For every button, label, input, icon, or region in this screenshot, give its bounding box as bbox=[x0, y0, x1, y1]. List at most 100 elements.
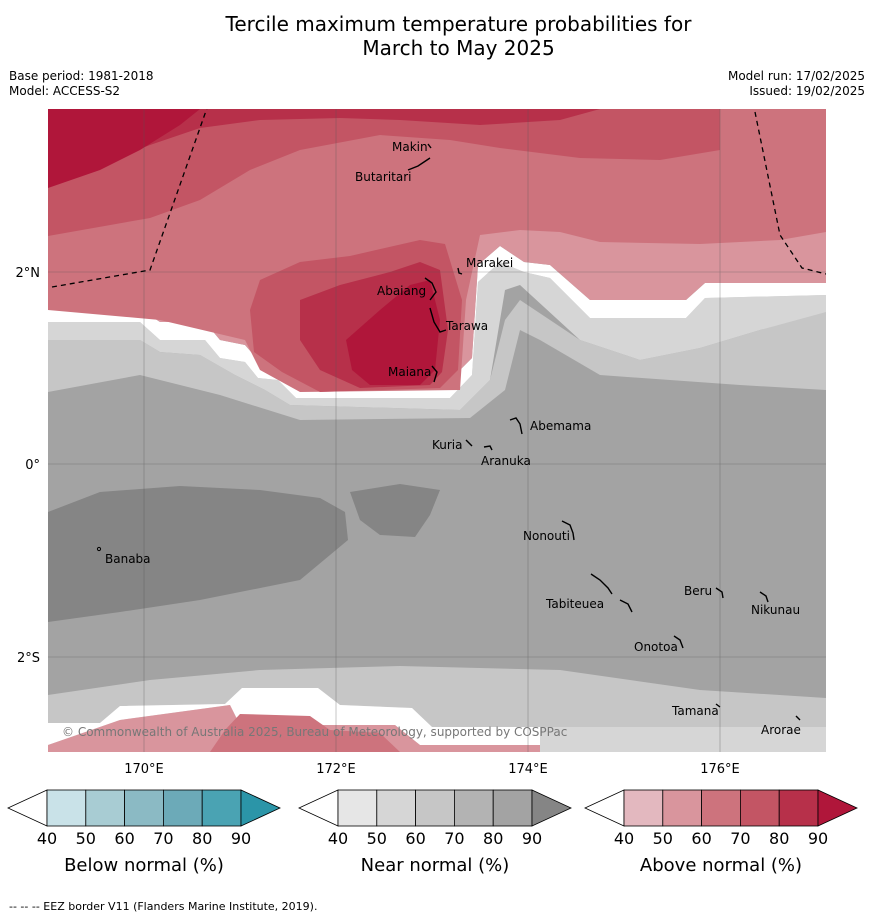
model-run: Model run: 17/02/2025 bbox=[727, 69, 865, 83]
title-line-2: March to May 2025 bbox=[362, 36, 555, 60]
above-normal-90-north bbox=[48, 109, 200, 188]
abaiang-island bbox=[424, 277, 437, 301]
label-makin: Makin bbox=[392, 140, 428, 154]
banaba-island bbox=[96, 546, 102, 552]
colorbar-tick-label: 40 bbox=[328, 829, 348, 848]
lat-label-2n: 2°N bbox=[16, 266, 41, 281]
colorbar-tick-label: 80 bbox=[483, 829, 503, 848]
colorbar-segment bbox=[492, 789, 533, 827]
tabiteuea-north bbox=[590, 573, 613, 595]
near-normal-80-region-west bbox=[48, 486, 348, 622]
near-normal-50-band-north bbox=[48, 262, 826, 410]
colorbar-max-extend bbox=[817, 789, 858, 827]
colorbar-segment bbox=[701, 789, 741, 827]
meta-right: Model run: 17/02/2025 Issued: 19/02/2025 bbox=[728, 69, 865, 99]
colorbar-segment bbox=[376, 789, 416, 827]
colorbar-tick-label: 50 bbox=[367, 829, 387, 848]
meta-left: Base period: 1981-2018 Model: ACCESS-S2 bbox=[9, 69, 154, 99]
colorbar-segment bbox=[85, 789, 126, 827]
nonouti-island bbox=[561, 520, 575, 541]
colorbar-title: Above normal (%) bbox=[640, 855, 802, 876]
colorbar-min-extend bbox=[584, 789, 625, 827]
label-banaba: Banaba bbox=[105, 552, 151, 566]
label-maiana: Maiana bbox=[388, 365, 431, 379]
onotoa-island bbox=[673, 635, 684, 649]
label-kuria: Kuria bbox=[432, 438, 463, 452]
colorbar-segment bbox=[162, 789, 203, 827]
label-onotoa: Onotoa bbox=[634, 640, 678, 654]
makin-island bbox=[427, 143, 432, 149]
label-butaritari: Butaritari bbox=[355, 170, 412, 184]
arorae-island bbox=[795, 715, 801, 721]
colorbar-near-normal: 40 50 60 70 80 90 Near normal (%) bbox=[298, 789, 572, 876]
colorbar-tick-label: 70 bbox=[730, 829, 750, 848]
colorbar-segment bbox=[337, 789, 378, 827]
model-name: Model: ACCESS-S2 bbox=[9, 84, 121, 98]
colorbar-below-normal: 40 50 60 70 80 90 Below normal (%) bbox=[7, 789, 281, 876]
white-gap-north bbox=[48, 246, 826, 398]
colorbar-max-extend bbox=[531, 789, 572, 827]
lat-label-0: 0° bbox=[25, 458, 40, 473]
colorbar-tick-label: 50 bbox=[76, 829, 96, 848]
aranuka-island bbox=[483, 445, 493, 451]
issued-date: Issued: 19/02/2025 bbox=[749, 84, 865, 98]
colorbar-min-extend bbox=[7, 789, 48, 827]
above-normal-60-south bbox=[210, 714, 400, 752]
colorbar-segment bbox=[124, 789, 164, 827]
nikunau-island bbox=[759, 591, 769, 603]
colorbar-segment bbox=[46, 789, 87, 827]
colorbar-min-extend bbox=[298, 789, 339, 827]
lon-label-170e: 170°E bbox=[124, 762, 164, 777]
above-normal-80-north bbox=[48, 109, 600, 174]
eez-footnote: -- -- -- EEZ border V11 (Flanders Marine… bbox=[9, 900, 318, 913]
kuria-island bbox=[465, 439, 473, 447]
colorbar-segment bbox=[453, 789, 494, 827]
colorbar-tick-label: 60 bbox=[114, 829, 134, 848]
lat-label-2s: 2°S bbox=[17, 651, 40, 666]
colorbar-tick-label: 70 bbox=[153, 829, 173, 848]
colorbar-segment bbox=[740, 789, 780, 827]
tabiteuea-south bbox=[619, 599, 633, 613]
label-abemama: Abemama bbox=[530, 419, 591, 433]
label-arorae: Arorae bbox=[761, 723, 801, 737]
lon-label-176e: 176°E bbox=[700, 762, 740, 777]
marakei-island bbox=[457, 267, 463, 275]
colorbar-segment bbox=[201, 789, 242, 827]
label-tarawa: Tarawa bbox=[445, 319, 488, 333]
tamana-island bbox=[715, 703, 721, 708]
near-normal-60-band-north bbox=[48, 300, 826, 420]
label-aranuka: Aranuka bbox=[481, 454, 531, 468]
butaritari-island bbox=[407, 157, 431, 171]
colorbar-tick-label: 50 bbox=[653, 829, 673, 848]
label-tabiteuea: Tabiteuea bbox=[545, 597, 604, 611]
maiana-island bbox=[431, 365, 438, 383]
tarawa-island bbox=[429, 307, 447, 333]
colorbar-max-extend bbox=[240, 789, 281, 827]
lon-label-172e: 172°E bbox=[316, 762, 356, 777]
colorbar-segment bbox=[662, 789, 702, 827]
eez-border bbox=[51, 109, 826, 288]
label-nikunau: Nikunau bbox=[751, 603, 800, 617]
colorbar-segment bbox=[623, 789, 664, 827]
colorbar-above-normal: 40 50 60 70 80 90 Above normal (%) bbox=[584, 789, 858, 876]
colorbar-tick-label: 90 bbox=[808, 829, 828, 848]
chart-title: Tercile maximum temperature probabilitie… bbox=[0, 12, 873, 60]
beru-island bbox=[715, 587, 724, 599]
colorbar-tick-label: 40 bbox=[614, 829, 634, 848]
above-normal-70-north bbox=[48, 109, 720, 236]
near-normal-80-region-east bbox=[350, 484, 440, 537]
colorbar-segment bbox=[778, 789, 819, 827]
base-period: Base period: 1981-2018 bbox=[9, 69, 154, 83]
colorbar-tick-label: 40 bbox=[37, 829, 57, 848]
label-tamana: Tamana bbox=[671, 704, 719, 718]
colorbar-tick-label: 70 bbox=[444, 829, 464, 848]
colorbar-tick-label: 90 bbox=[522, 829, 542, 848]
title-line-1: Tercile maximum temperature probabilitie… bbox=[225, 12, 692, 36]
label-marakei: Marakei bbox=[466, 256, 513, 270]
colorbar-segment bbox=[415, 789, 455, 827]
colorbar-tick-label: 90 bbox=[231, 829, 251, 848]
colorbar-tick-label: 80 bbox=[769, 829, 789, 848]
copyright-notice: © Commonwealth of Australia 2025, Bureau… bbox=[62, 725, 567, 739]
colorbar-tick-label: 60 bbox=[405, 829, 425, 848]
